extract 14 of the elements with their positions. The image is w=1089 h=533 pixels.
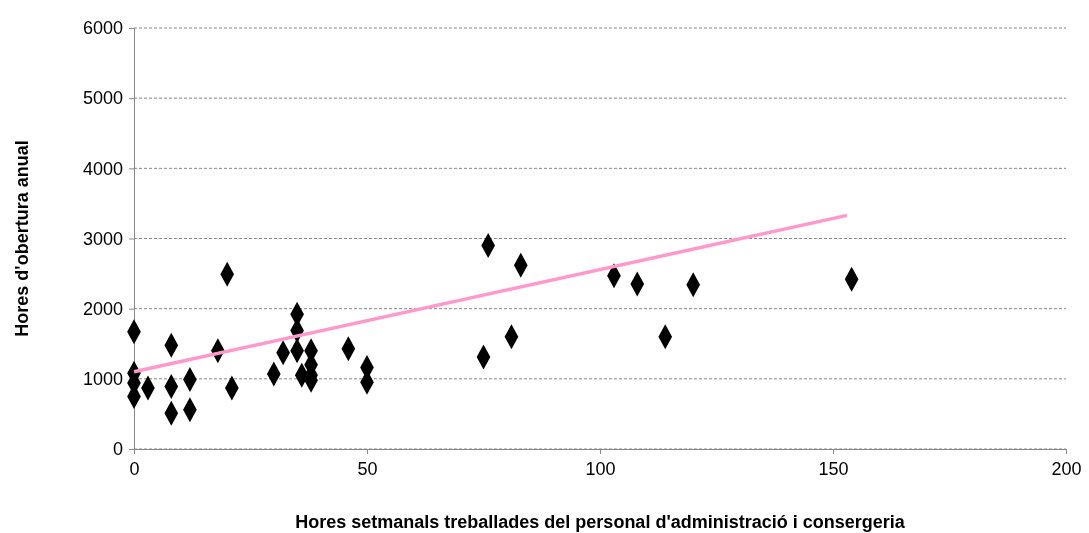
- y-tick-label: 5000: [82, 88, 123, 109]
- x-tick-label: 150: [818, 458, 849, 479]
- y-axis-title: Hores d'obertura anual: [12, 140, 32, 337]
- x-axis-title: Hores setmanals treballades del personal d'administració i consergeria: [295, 512, 906, 532]
- y-tick-label: 3000: [82, 228, 123, 249]
- x-tick-label: 100: [585, 458, 616, 479]
- y-tick-label: 4000: [82, 158, 123, 179]
- x-tick-label: 200: [1051, 458, 1082, 479]
- y-tick-label: 0: [112, 439, 123, 460]
- x-tick-label: 50: [357, 458, 378, 479]
- x-tick-label: 0: [129, 458, 140, 479]
- y-tick-label: 1000: [82, 369, 123, 390]
- y-tick-label: 6000: [82, 18, 123, 39]
- y-tick-label: 2000: [82, 298, 123, 319]
